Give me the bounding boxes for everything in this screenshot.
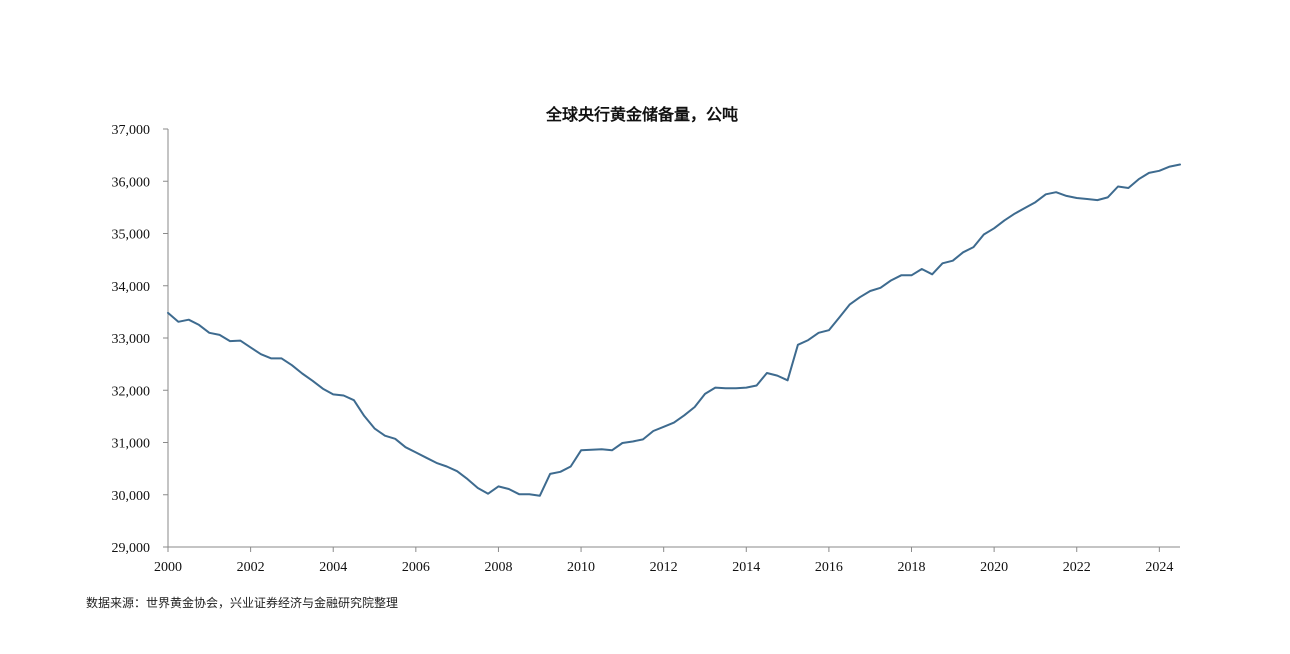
plot-series [167,163,1181,497]
x-tick-label: 2018 [898,560,926,575]
x-axis: 2000 2002 2004 2006 2008 2010 2012 2014 2016 2018… [154,546,1180,575]
y-tick-label: 30,000 [112,489,151,504]
x-tick-label: 2024 [1145,560,1173,575]
y-tick-label: 37,000 [112,123,151,138]
y-tick-label: 36,000 [112,175,151,190]
x-tick-label: 2014 [732,560,760,575]
y-axis: 29,000 30,000 31,000 32,000 33,000 34,000 35,0… [112,123,169,556]
x-tick-label: 2008 [484,560,512,575]
series-line [167,163,1181,497]
y-tick-label: 32,000 [112,384,151,399]
x-tick-label: 2010 [567,560,595,575]
chart-title: 全球央行黄金储备量，公吨 [545,105,738,124]
x-tick-label: 2016 [815,560,843,575]
x-tick-label: 2012 [650,560,678,575]
x-tick-label: 2002 [237,560,265,575]
x-tick-label: 2000 [154,560,182,575]
source-note: 数据来源：世界黄金协会，兴业证券经济与金融研究院整理 [86,596,399,610]
y-tick-label: 29,000 [112,541,151,556]
y-tick-label: 33,000 [112,332,151,347]
x-tick-label: 2004 [319,560,347,575]
y-tick-label: 35,000 [112,228,151,243]
y-tick-label: 31,000 [112,437,151,452]
y-tick-label: 34,000 [112,280,151,295]
x-tick-label: 2022 [1063,560,1091,575]
x-tick-label: 2006 [402,560,430,575]
x-tick-label: 2020 [980,560,1008,575]
